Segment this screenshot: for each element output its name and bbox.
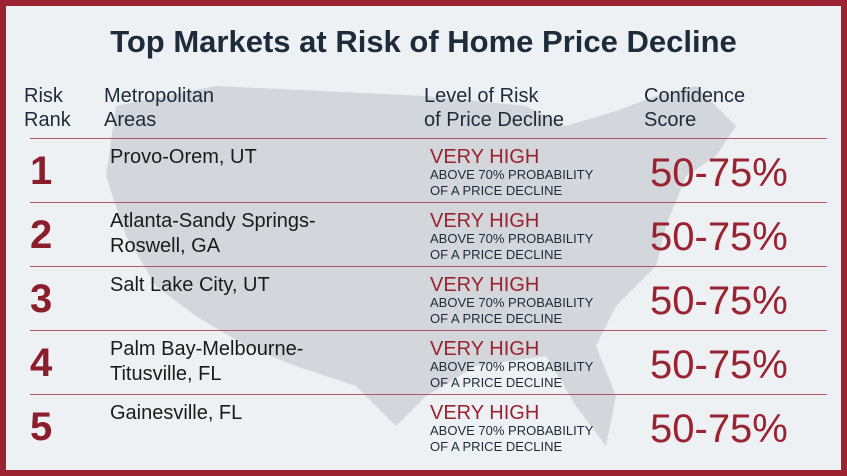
metro-area: Gainesville, FL: [110, 402, 243, 424]
table-row: 3 Salt Lake City, UT VERY HIGH ABOVE 70%…: [30, 266, 827, 330]
risk-description-line1: ABOVE 70% PROBABILITY: [430, 359, 594, 374]
header-area: Metropolitan Areas: [104, 85, 215, 131]
table-row: 2 Atlanta-Sandy Springs- Roswell, GA VER…: [30, 202, 827, 266]
table-row: 1 Provo-Orem, UT VERY HIGH ABOVE 70% PRO…: [30, 138, 827, 202]
risk-rank: 5: [30, 405, 53, 449]
risk-description: ABOVE 70% PROBABILITY OF A PRICE DECLINE: [430, 423, 593, 455]
risk-level: VERY HIGH: [430, 210, 540, 232]
risk-description: ABOVE 70% PROBABILITY OF A PRICE DECLINE: [430, 295, 593, 327]
risk-description-line1: ABOVE 70% PROBABILITY: [430, 167, 594, 182]
risk-rank: 4: [30, 341, 53, 385]
risk-description: ABOVE 70% PROBABILITY OF A PRICE DECLINE: [430, 231, 593, 263]
risk-description-line2: OF A PRICE DECLINE: [430, 247, 563, 262]
confidence-score: 50-75%: [650, 151, 788, 195]
risk-rank: 1: [30, 149, 53, 193]
risk-level: VERY HIGH: [430, 338, 540, 360]
risk-description-line1: ABOVE 70% PROBABILITY: [430, 423, 594, 438]
confidence-score: 50-75%: [650, 343, 788, 387]
confidence-score: 50-75%: [650, 407, 788, 451]
confidence-score: 50-75%: [650, 279, 788, 323]
page-title: Top Markets at Risk of Home Price Declin…: [110, 24, 737, 59]
confidence-score: 50-75%: [650, 215, 788, 259]
metro-area: Palm Bay-Melbourne- Titusville, FL: [110, 338, 304, 385]
header-rank: Risk Rank: [24, 85, 71, 131]
risk-rank: 2: [30, 213, 53, 257]
risk-description-line1: ABOVE 70% PROBABILITY: [430, 231, 594, 246]
metro-area: Provo-Orem, UT: [110, 146, 257, 168]
header-score: Confidence Score: [644, 85, 746, 131]
risk-description-line2: OF A PRICE DECLINE: [430, 311, 563, 326]
risk-description: ABOVE 70% PROBABILITY OF A PRICE DECLINE: [430, 167, 593, 199]
risk-description-line2: OF A PRICE DECLINE: [430, 375, 563, 390]
risk-description-line2: OF A PRICE DECLINE: [430, 439, 563, 454]
table-row: 5 Gainesville, FL VERY HIGH ABOVE 70% PR…: [30, 394, 827, 458]
table-row: 4 Palm Bay-Melbourne- Titusville, FL VER…: [30, 330, 827, 394]
header-level: Level of Risk of Price Decline: [424, 85, 565, 131]
risk-description: ABOVE 70% PROBABILITY OF A PRICE DECLINE: [430, 359, 593, 391]
risk-description-line1: ABOVE 70% PROBABILITY: [430, 295, 594, 310]
risk-rank: 3: [30, 277, 53, 321]
metro-area: Atlanta-Sandy Springs- Roswell, GA: [110, 210, 316, 257]
risk-level: VERY HIGH: [430, 402, 540, 424]
risk-description-line2: OF A PRICE DECLINE: [430, 183, 563, 198]
metro-area: Salt Lake City, UT: [110, 274, 270, 296]
risk-level: VERY HIGH: [430, 146, 540, 168]
risk-level: VERY HIGH: [430, 274, 540, 296]
